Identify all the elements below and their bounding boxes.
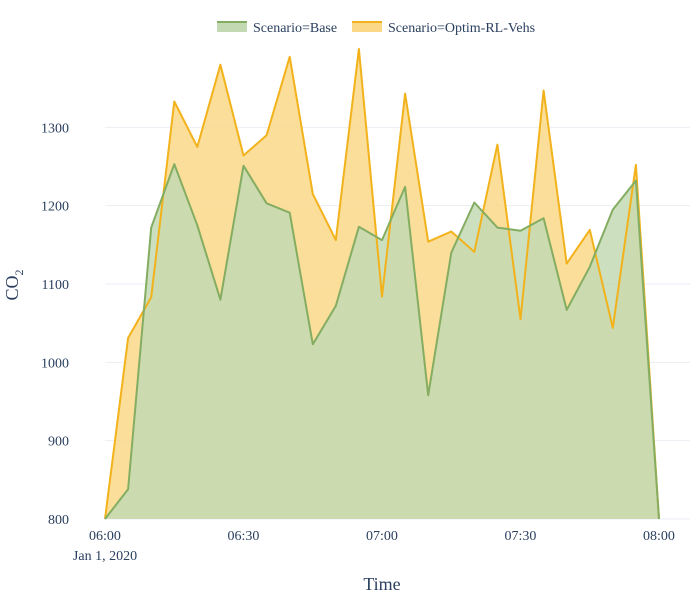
y-axis-ticks: 800 900 1000 1100 1200 1300 (41, 121, 69, 528)
y-axis-title-main: CO (2, 275, 22, 300)
series-lines (104, 48, 660, 520)
x-tick-label-0730: 07:30 (505, 529, 537, 544)
y-tick-label-900: 900 (48, 435, 69, 450)
y-axis-title: CO2 (2, 269, 26, 300)
x-tick-label-0700: 07:00 (366, 529, 398, 544)
x-axis-ticks: 06:00 06:30 07:00 07:30 08:00 (89, 529, 675, 544)
line-scenario-base (104, 163, 660, 520)
y-tick-label-1200: 1200 (41, 200, 69, 215)
x-axis-title: Time (363, 574, 400, 594)
x-tick-label-0600: 06:00 (89, 529, 121, 544)
legend-label-scenario-optim-rl-vehs: Scenario=Optim-RL-Vehs (388, 21, 535, 36)
legend: Scenario=Base Scenario=Optim-RL-Vehs (217, 21, 535, 36)
line-scenario-optim-rl-vehs (104, 48, 660, 520)
area-scenario-base (105, 164, 659, 519)
x-tick-label-0630: 06:30 (228, 529, 260, 544)
series-areas (105, 49, 659, 519)
legend-swatch-scenario-optim-rl-vehs (352, 22, 382, 32)
y-tick-label-1000: 1000 (41, 356, 69, 371)
y-tick-label-1300: 1300 (41, 121, 69, 136)
legend-label-scenario-base: Scenario=Base (253, 21, 337, 36)
y-axis-title-subscript: 2 (12, 269, 26, 275)
x-tick-label-0800: 08:00 (643, 529, 675, 544)
y-tick-label-800: 800 (48, 513, 69, 528)
x-date-label: Jan 1, 2020 (73, 549, 137, 564)
y-tick-label-1100: 1100 (42, 278, 69, 293)
legend-swatch-scenario-base (217, 22, 247, 32)
